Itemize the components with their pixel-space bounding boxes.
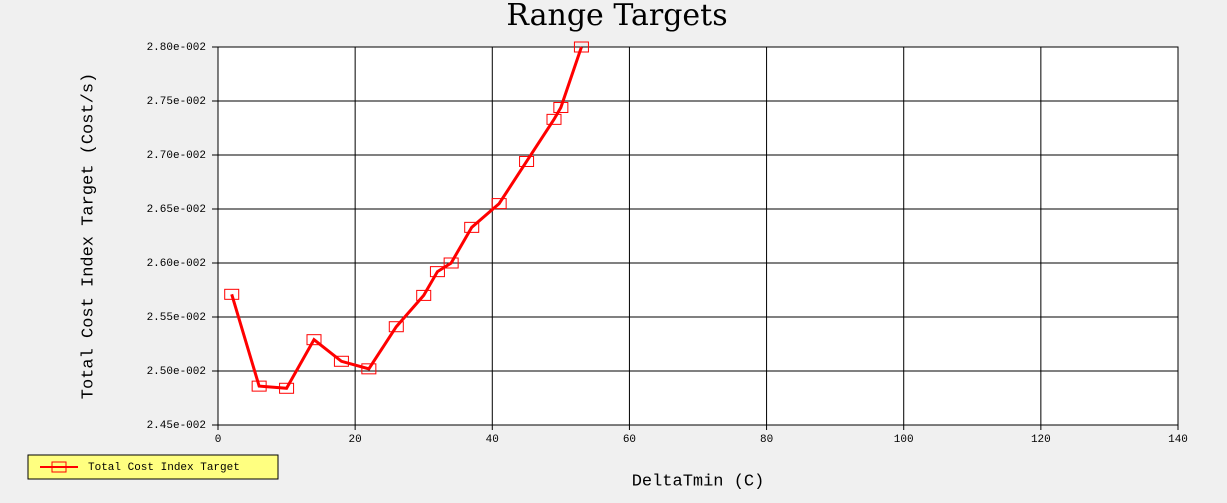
x-tick-label: 60 [623, 434, 636, 446]
marker [491, 198, 507, 210]
marker [464, 221, 480, 233]
y-axis-label: Total Cost Index Target (Cost/s) [79, 73, 98, 399]
legend-marker [51, 461, 67, 473]
x-tick-label: 20 [349, 434, 362, 446]
y-tick-label: 2.50e-002 [147, 366, 206, 378]
marker [306, 334, 322, 346]
marker [333, 355, 349, 367]
marker [443, 257, 459, 269]
x-tick-label: 100 [894, 434, 914, 446]
line [230, 46, 583, 390]
marker [388, 321, 404, 333]
x-tick-label: 40 [486, 434, 499, 446]
plot-area [217, 46, 1179, 426]
legend-label: Total Cost Index Target [88, 462, 240, 474]
y-tick-label: 2.55e-002 [147, 312, 206, 324]
marker [224, 288, 240, 300]
y-tick-label: 2.75e-002 [147, 96, 206, 108]
x-tick-label: 80 [760, 434, 773, 446]
x-tick-label: 140 [1168, 434, 1188, 446]
y-tick-label: 2.45e-002 [147, 420, 206, 432]
marker [416, 289, 432, 301]
chart-title: Range Targets [506, 0, 727, 33]
marker [573, 41, 589, 53]
x-tick-label: 0 [215, 434, 222, 446]
y-tick-label: 2.65e-002 [147, 204, 206, 216]
x-tick-label: 120 [1031, 434, 1051, 446]
y-tick-label: 2.80e-002 [147, 42, 206, 54]
x-axis-label: DeltaTmin (C) [632, 472, 765, 491]
y-tick-label: 2.70e-002 [147, 150, 206, 162]
marker [519, 155, 535, 167]
marker [429, 266, 445, 278]
marker [251, 380, 267, 392]
marker [546, 113, 562, 125]
marker [553, 101, 569, 113]
marker [279, 382, 295, 394]
marker [361, 363, 377, 375]
y-tick-label: 2.60e-002 [147, 258, 206, 270]
